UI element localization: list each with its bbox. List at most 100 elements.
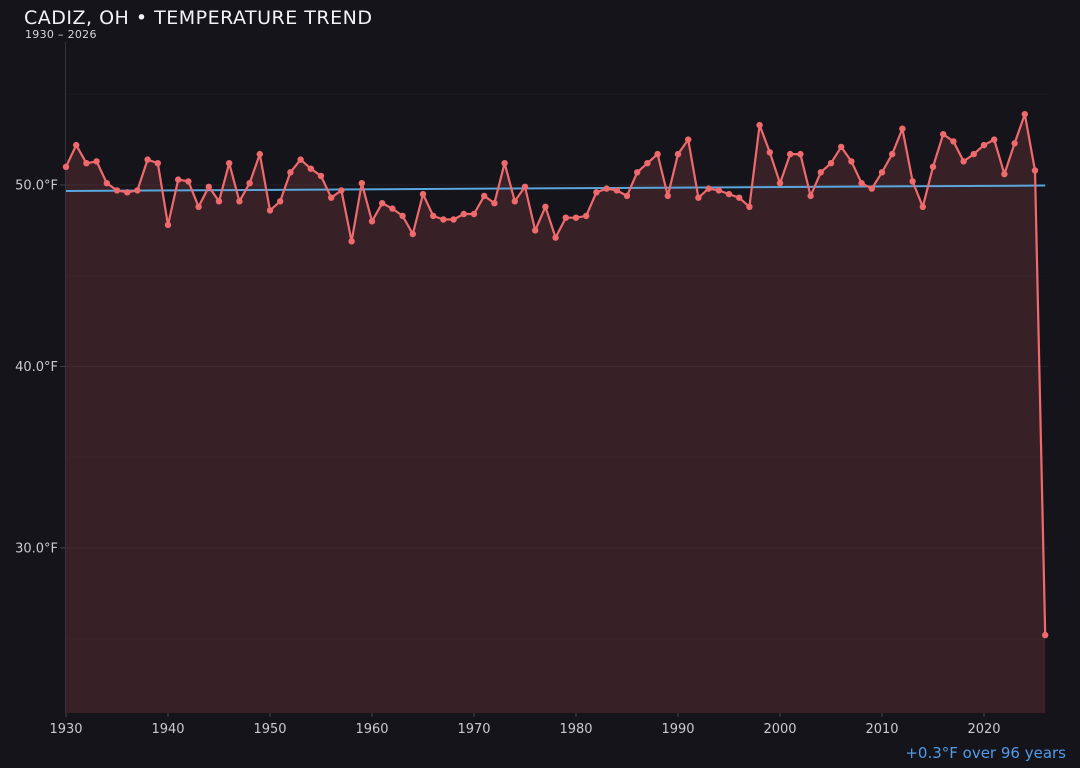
data-point: [1031, 167, 1039, 174]
data-point: [552, 234, 559, 241]
data-point: [980, 141, 988, 149]
data-point: [215, 198, 223, 205]
data-point: [338, 187, 345, 194]
data-point: [644, 160, 651, 167]
data-point: [715, 187, 722, 194]
data-point: [379, 200, 386, 207]
x-tick-label: 2000: [763, 722, 796, 737]
data-point: [185, 178, 192, 185]
data-point: [950, 138, 957, 145]
data-point: [521, 183, 529, 190]
data-point: [603, 185, 610, 192]
x-tick-label: 1990: [661, 722, 694, 737]
data-point: [766, 149, 773, 156]
data-point: [287, 169, 294, 176]
trend-annotation: +0.3°F over 96 years: [905, 744, 1066, 762]
data-point: [940, 131, 947, 138]
data-point: [654, 150, 661, 158]
data-point: [532, 227, 539, 234]
data-point: [266, 207, 274, 214]
data-point: [807, 192, 814, 200]
data-point: [440, 216, 447, 223]
data-point: [348, 238, 355, 245]
data-point: [674, 150, 682, 158]
data-point: [501, 160, 508, 167]
data-point: [368, 218, 376, 225]
data-point: [226, 160, 233, 167]
data-point: [909, 178, 916, 185]
data-point: [725, 190, 733, 198]
x-tick-label: 1950: [253, 722, 286, 737]
data-point: [358, 180, 365, 187]
data-point: [205, 183, 212, 190]
data-point: [62, 163, 70, 170]
data-point: [634, 169, 641, 176]
data-point: [164, 221, 172, 229]
data-point: [583, 212, 590, 220]
data-point: [399, 212, 406, 220]
data-point: [705, 185, 712, 192]
data-point: [93, 158, 100, 165]
data-point: [491, 200, 498, 207]
data-point: [460, 210, 467, 218]
data-point: [746, 203, 753, 210]
data-point: [991, 136, 998, 143]
data-point: [685, 136, 692, 143]
data-point: [297, 156, 304, 163]
data-point: [277, 198, 284, 205]
data-point: [889, 150, 896, 158]
data-point: [970, 150, 977, 158]
data-point: [124, 189, 131, 196]
trend-line: [65, 184, 1046, 192]
temperature-area: [66, 114, 1046, 713]
x-tick-label: 1980: [559, 722, 592, 737]
data-point: [960, 158, 967, 165]
data-point: [562, 214, 569, 221]
data-point: [317, 172, 325, 180]
x-tick-label: 2020: [967, 722, 1000, 737]
y-tick-label: 30.0°F: [15, 542, 58, 557]
data-point: [511, 198, 518, 205]
data-point: [1001, 170, 1008, 178]
data-point: [572, 214, 580, 221]
data-point: [858, 180, 865, 187]
data-point: [613, 187, 620, 194]
data-point: [899, 125, 906, 132]
data-point: [246, 180, 253, 187]
x-tick-label: 1930: [49, 722, 82, 737]
data-point: [113, 187, 121, 194]
data-point: [470, 210, 478, 218]
data-point: [389, 205, 396, 212]
data-point: [868, 185, 875, 192]
data-point: [797, 150, 804, 158]
data-point: [1011, 140, 1018, 147]
data-point: [154, 160, 161, 167]
y-tick-label: 40.0°F: [15, 360, 58, 375]
data-point: [134, 187, 141, 194]
data-point: [256, 150, 263, 158]
data-point: [307, 165, 314, 172]
data-point: [542, 203, 549, 210]
data-point: [827, 160, 835, 167]
data-point: [430, 212, 437, 220]
data-point: [838, 143, 845, 151]
data-point: [848, 158, 855, 165]
data-point: [623, 192, 631, 200]
data-point: [195, 203, 202, 210]
page-title: CADIZ, OH • TEMPERATURE TREND: [24, 7, 373, 29]
y-tick-label: 50.0°F: [15, 179, 58, 194]
data-point: [144, 156, 151, 163]
data-point: [73, 141, 80, 149]
data-point: [1021, 111, 1028, 118]
data-point: [328, 194, 335, 201]
x-tick-label: 1960: [355, 722, 388, 737]
x-tick-label: 1970: [457, 722, 490, 737]
data-point: [175, 176, 182, 183]
data-point: [919, 203, 926, 210]
data-point: [929, 163, 937, 170]
data-point: [409, 230, 416, 238]
data-point: [450, 216, 457, 223]
data-point: [481, 192, 488, 200]
